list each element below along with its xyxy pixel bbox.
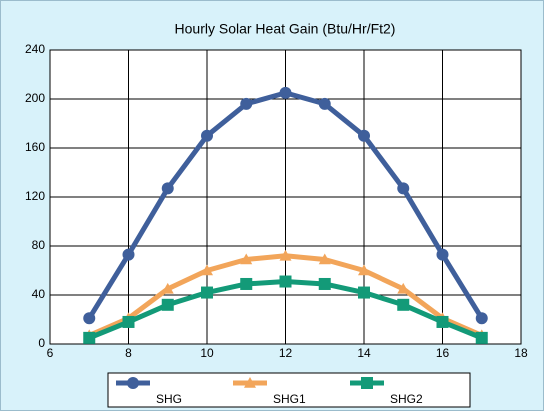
marker bbox=[201, 264, 213, 276]
marker bbox=[240, 277, 253, 290]
x-tick-label: 18 bbox=[514, 346, 528, 360]
marker bbox=[361, 377, 373, 389]
marker bbox=[397, 298, 410, 311]
y-tick-label: 160 bbox=[25, 140, 45, 154]
marker bbox=[318, 97, 331, 110]
marker bbox=[161, 182, 174, 195]
marker bbox=[161, 282, 174, 294]
marker bbox=[318, 253, 331, 265]
marker bbox=[358, 264, 370, 276]
x-tick-label: 8 bbox=[125, 346, 132, 360]
marker bbox=[475, 312, 488, 325]
legend-label: SHG2 bbox=[390, 392, 423, 406]
y-tick-label: 80 bbox=[32, 238, 46, 252]
marker bbox=[161, 298, 174, 311]
marker bbox=[127, 377, 139, 389]
marker bbox=[475, 331, 488, 344]
marker bbox=[244, 377, 256, 388]
y-tick-label: 240 bbox=[25, 42, 45, 56]
x-tick-label: 12 bbox=[279, 346, 293, 360]
marker bbox=[358, 129, 370, 142]
marker bbox=[279, 86, 292, 99]
marker bbox=[279, 249, 292, 261]
legend-items: SHG SHG1 SHG2 bbox=[116, 377, 423, 406]
x-tick-label: 16 bbox=[436, 346, 450, 360]
x-tick-label: 6 bbox=[47, 346, 54, 360]
x-tick-label: 10 bbox=[200, 346, 214, 360]
marker bbox=[397, 182, 410, 195]
marker bbox=[83, 331, 96, 344]
marker bbox=[279, 275, 292, 288]
plot-frame bbox=[49, 49, 522, 345]
marker bbox=[397, 282, 410, 294]
marker bbox=[201, 129, 213, 142]
legend-label: SHG1 bbox=[273, 392, 306, 406]
marker bbox=[436, 248, 449, 261]
marker bbox=[201, 286, 213, 299]
marker bbox=[318, 277, 331, 290]
marker bbox=[240, 97, 253, 110]
y-tick-label: 0 bbox=[38, 336, 45, 350]
marker bbox=[358, 286, 370, 299]
legend-label: SHG bbox=[156, 392, 182, 406]
series-group bbox=[83, 86, 488, 344]
marker bbox=[240, 253, 253, 265]
marker bbox=[122, 315, 135, 328]
legend bbox=[107, 372, 471, 408]
marker bbox=[83, 312, 96, 325]
y-tick-label: 40 bbox=[32, 287, 46, 301]
x-tick-label: 14 bbox=[357, 346, 371, 360]
marker bbox=[122, 248, 135, 261]
marker bbox=[436, 315, 449, 328]
y-tick-label: 200 bbox=[25, 91, 45, 105]
chart-title: Hourly Solar Heat Gain (Btu/Hr/Ft2) bbox=[175, 21, 396, 37]
y-tick-label: 120 bbox=[25, 189, 45, 203]
